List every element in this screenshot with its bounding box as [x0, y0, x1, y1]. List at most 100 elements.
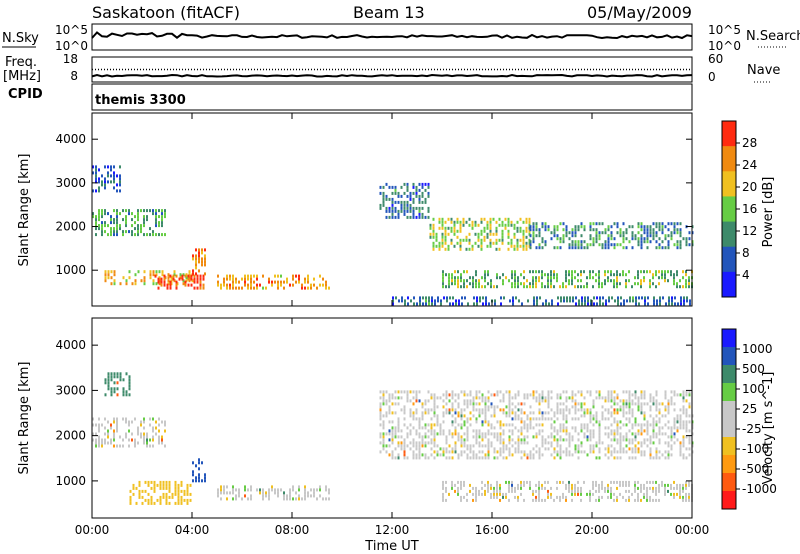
power-cell — [480, 220, 483, 224]
velocity-cell — [379, 441, 382, 445]
power-cell — [620, 302, 622, 306]
velocity-cell — [484, 396, 487, 400]
velocity-cell — [107, 387, 110, 391]
velocity-cell — [514, 441, 517, 445]
power-cell — [496, 273, 498, 277]
power-cell — [598, 282, 600, 286]
velocity-cell — [604, 453, 607, 457]
velocity-cell — [493, 447, 496, 451]
velocity-cell — [415, 408, 418, 412]
power-cell — [453, 229, 456, 233]
velocity-cell — [682, 420, 685, 424]
velocity-cell — [637, 450, 640, 454]
power-cell — [137, 212, 139, 216]
velocity-cell — [98, 429, 100, 433]
power-cell — [415, 185, 418, 189]
velocity-cell — [397, 426, 400, 430]
velocity-cell — [520, 420, 523, 424]
power-cell — [604, 270, 606, 274]
velocity-cell — [592, 447, 595, 451]
power-cell — [529, 282, 531, 286]
velocity-cell — [610, 453, 613, 457]
velocity-cell — [162, 492, 165, 496]
power-cell — [592, 222, 595, 226]
velocity-cell — [598, 447, 601, 451]
velocity-cell — [559, 450, 562, 454]
power-cell — [607, 243, 610, 247]
velocity-cell — [454, 441, 457, 445]
velocity-cell — [628, 498, 630, 502]
velocity-ylabel: Slant Range [km] — [17, 362, 32, 475]
velocity-cell — [391, 456, 394, 460]
power-cell — [494, 299, 496, 303]
velocity-cell — [685, 426, 688, 430]
velocity-cell — [547, 489, 549, 493]
power-cell — [392, 302, 394, 306]
velocity-cell — [586, 435, 589, 439]
power-cell — [557, 302, 559, 306]
velocity-cell — [664, 414, 667, 418]
power-cell — [247, 283, 249, 287]
velocity-cell — [424, 402, 427, 406]
velocity-cell — [481, 444, 484, 448]
velocity-cell — [433, 405, 436, 409]
velocity-cell — [313, 491, 315, 495]
velocity-cell — [418, 456, 421, 460]
velocity-cell — [634, 489, 636, 493]
power-cell — [441, 232, 444, 236]
velocity-cell — [685, 423, 688, 427]
velocity-cell — [162, 486, 165, 490]
velocity-cell — [499, 432, 502, 436]
velocity-cell — [658, 498, 660, 502]
velocity-cell — [198, 467, 200, 471]
power-cell — [592, 276, 594, 280]
power-cell — [391, 209, 394, 213]
power-cell — [122, 230, 124, 234]
velocity-cell — [511, 396, 514, 400]
power-cell — [401, 296, 403, 300]
power-cell — [643, 270, 645, 274]
power-cell — [125, 218, 127, 222]
power-cell — [584, 302, 586, 306]
velocity-cell — [502, 432, 505, 436]
velocity-cell — [511, 438, 514, 442]
power-cell — [394, 188, 397, 192]
velocity-cell — [514, 447, 517, 451]
velocity-cell — [667, 408, 670, 412]
velocity-cell — [125, 393, 128, 397]
power-cell — [674, 302, 676, 306]
power-cell — [204, 272, 206, 276]
power-cell — [616, 279, 618, 283]
velocity-cell — [235, 494, 237, 498]
power-cell — [431, 296, 433, 300]
power-cell — [550, 270, 552, 274]
power-cell — [101, 227, 103, 231]
power-cell — [101, 183, 103, 187]
velocity-cell — [138, 483, 141, 487]
power-cell — [325, 283, 327, 287]
velocity-cell — [448, 450, 451, 454]
power-cell — [513, 247, 516, 251]
velocity-cell — [415, 396, 418, 400]
power-cell — [432, 226, 435, 230]
power-cell — [116, 215, 118, 219]
velocity-cell — [613, 450, 616, 454]
power-cell — [685, 237, 688, 241]
power-cell — [477, 235, 480, 239]
velocity-cell — [487, 432, 490, 436]
power-cell — [685, 270, 687, 274]
velocity-cell — [122, 393, 125, 397]
power-cell — [427, 185, 430, 189]
power-cell — [391, 197, 394, 201]
power-cell — [604, 231, 607, 235]
velocity-cell — [679, 414, 682, 418]
power-cell — [679, 231, 682, 235]
velocity-cell — [535, 489, 537, 493]
velocity-cell — [610, 414, 613, 418]
power-cell — [116, 233, 118, 237]
velocity-cell — [628, 429, 631, 433]
velocity-cell — [580, 489, 582, 493]
velocity-cell — [177, 483, 180, 487]
velocity-cell — [125, 435, 127, 439]
power-cell — [583, 240, 586, 244]
